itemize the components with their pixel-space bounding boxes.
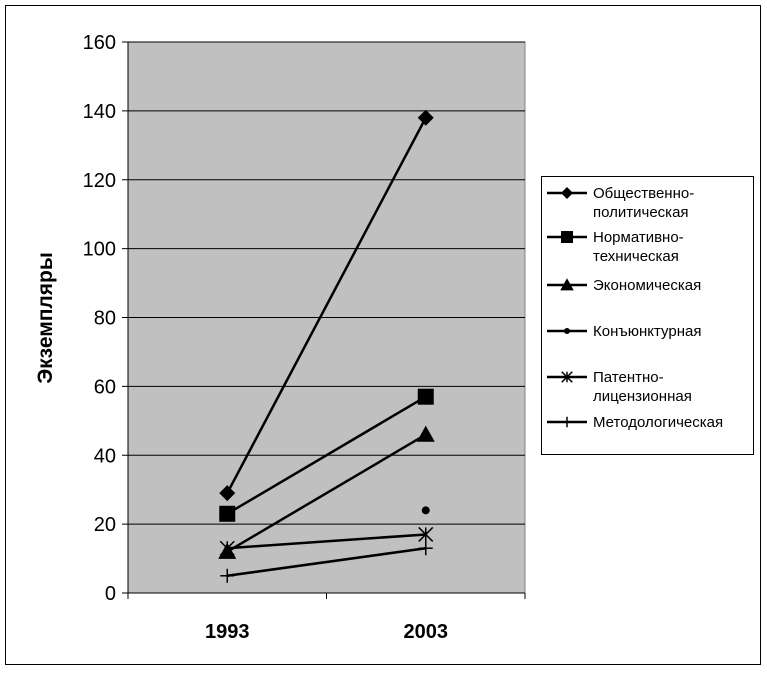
legend-label: политическая — [593, 204, 689, 221]
legend-marker — [561, 371, 573, 383]
series-2 — [219, 388, 434, 522]
axis-layer: 0 20 40 60 80 100 120 140 160 1993 2003 — [83, 32, 526, 643]
legend-box — [541, 176, 754, 455]
legend-label: Экономическая — [593, 277, 701, 294]
legend-label: Общественно- — [593, 185, 694, 202]
data-point — [417, 109, 434, 126]
y-tick-label: 0 — [105, 583, 116, 605]
series-layer — [218, 109, 435, 583]
series-line — [227, 533, 426, 550]
legend-marker — [561, 187, 573, 199]
legend-label: Нормативно- — [593, 229, 684, 246]
series-5 — [219, 526, 434, 556]
legend-marker — [561, 416, 573, 428]
y-axis-title: Экземпляры — [34, 252, 57, 384]
legend-item: Нормативно-техническая — [547, 229, 684, 265]
legend-item: Общественно-политическая — [547, 185, 694, 221]
series-1 — [219, 109, 434, 502]
data-point — [418, 526, 434, 542]
legend-label: лицензионная — [593, 388, 692, 405]
legend-marker — [560, 278, 574, 291]
data-point — [219, 505, 236, 522]
series-line — [226, 433, 427, 553]
series-line — [226, 117, 427, 494]
legend-item: Экономическая — [547, 277, 701, 294]
y-tick-label: 80 — [94, 308, 116, 330]
data-point — [418, 541, 433, 556]
y-tick-label: 40 — [94, 445, 116, 467]
x-tick-label: 1993 — [205, 621, 250, 643]
series-line — [227, 546, 426, 578]
legend-label: техническая — [593, 248, 679, 265]
data-point — [417, 388, 434, 405]
data-point — [416, 425, 435, 442]
y-tick-label: 100 — [83, 239, 116, 261]
legend-item: Конъюнктурная — [547, 323, 701, 340]
legend-label: Конъюнктурная — [593, 323, 701, 340]
data-point — [421, 506, 430, 515]
y-tick-label: 140 — [83, 101, 116, 123]
data-point — [219, 485, 236, 502]
x-tick-label: 2003 — [404, 621, 449, 643]
y-tick-label: 20 — [94, 514, 116, 536]
series-6 — [220, 541, 433, 583]
legend-marker — [561, 231, 573, 243]
data-point — [220, 568, 235, 583]
legend-label: Патентно- — [593, 369, 664, 386]
legend-item: Патентно-лицензионная — [547, 369, 692, 405]
y-tick-label: 60 — [94, 376, 116, 398]
legend-item: Методологическая — [547, 414, 723, 431]
legend-marker — [564, 328, 570, 334]
series-4 — [421, 506, 430, 515]
data-point — [219, 540, 235, 556]
legend: Общественно-политическая Нормативно-техни… — [547, 185, 723, 431]
legend-label: Методологическая — [593, 414, 723, 431]
y-tick-label: 160 — [83, 32, 116, 54]
series-line — [226, 395, 427, 515]
y-tick-label: 120 — [83, 170, 116, 192]
